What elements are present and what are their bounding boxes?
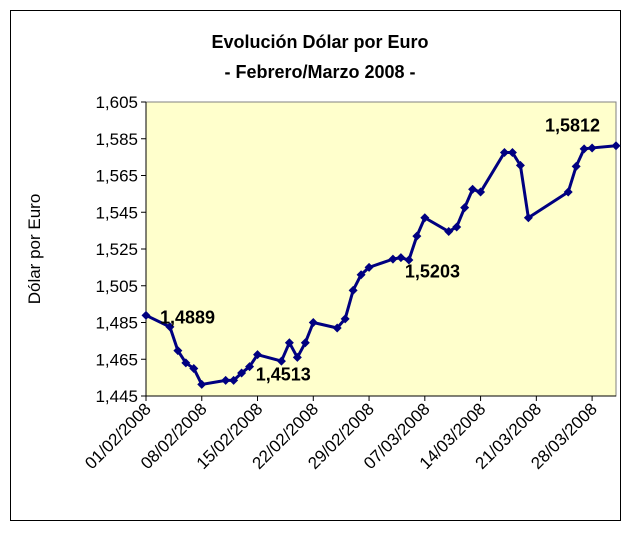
data-point	[444, 227, 454, 237]
data-point	[460, 203, 470, 213]
data-point	[396, 253, 406, 263]
data-point	[197, 379, 207, 389]
data-point	[523, 213, 533, 223]
y-tick-label: 1,585	[95, 130, 138, 149]
data-point	[452, 222, 462, 232]
chart-title: Evolución Dólar por Euro	[211, 32, 428, 52]
data-point	[587, 143, 597, 153]
data-point	[276, 356, 286, 366]
y-tick-label: 1,545	[95, 203, 138, 222]
data-point	[237, 368, 247, 378]
y-tick-label: 1,565	[95, 167, 138, 186]
data-point	[332, 323, 342, 333]
data-point	[412, 231, 422, 241]
data-point	[388, 254, 398, 264]
data-point	[611, 141, 621, 151]
y-tick-label: 1,485	[95, 314, 138, 333]
data-point	[356, 270, 366, 280]
y-tick-label: 1,505	[95, 277, 138, 296]
y-tick-label: 1,605	[95, 93, 138, 112]
data-point	[284, 338, 294, 348]
y-tick-label: 1,525	[95, 240, 138, 259]
y-axis-label: Dólar por Euro	[25, 194, 44, 305]
data-point	[571, 161, 581, 171]
data-point	[364, 262, 374, 272]
data-point	[499, 148, 509, 158]
data-point	[189, 363, 199, 373]
data-label: 1,4513	[256, 364, 311, 384]
y-tick-label: 1,445	[95, 387, 138, 406]
data-point	[515, 160, 525, 170]
data-point	[165, 322, 175, 332]
data-point	[420, 213, 430, 223]
data-point	[253, 350, 263, 360]
data-point	[221, 375, 231, 385]
data-label: 1,4889	[160, 307, 215, 327]
data-point	[181, 358, 191, 368]
data-point	[507, 148, 517, 158]
data-point	[563, 187, 573, 197]
y-tick-label: 1,465	[95, 350, 138, 369]
data-point	[229, 375, 239, 385]
data-point	[245, 362, 255, 372]
data-point	[579, 144, 589, 154]
data-point	[404, 255, 414, 265]
data-point	[141, 310, 151, 320]
chart-subtitle: - Febrero/Marzo 2008 -	[224, 62, 415, 82]
data-point	[292, 352, 302, 362]
data-point	[308, 318, 318, 327]
data-point	[340, 314, 350, 324]
data-point	[300, 338, 310, 348]
plot-area	[145, 101, 617, 397]
data-label: 1,5812	[545, 116, 600, 136]
data-point	[468, 184, 478, 194]
data-point	[476, 187, 486, 197]
data-point	[173, 346, 183, 356]
data-label: 1,5203	[405, 262, 460, 282]
data-point	[348, 285, 358, 295]
